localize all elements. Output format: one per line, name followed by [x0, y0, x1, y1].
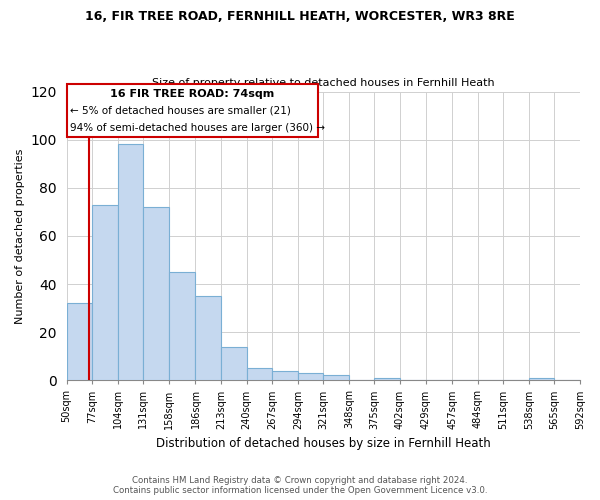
Bar — [92, 204, 118, 380]
Bar — [298, 373, 323, 380]
Bar — [143, 207, 169, 380]
Text: Contains HM Land Registry data © Crown copyright and database right 2024.
Contai: Contains HM Land Registry data © Crown c… — [113, 476, 487, 495]
X-axis label: Distribution of detached houses by size in Fernhill Heath: Distribution of detached houses by size … — [156, 437, 491, 450]
Bar — [196, 296, 221, 380]
Text: 16, FIR TREE ROAD, FERNHILL HEATH, WORCESTER, WR3 8RE: 16, FIR TREE ROAD, FERNHILL HEATH, WORCE… — [85, 10, 515, 23]
Bar — [247, 368, 272, 380]
Bar — [374, 378, 400, 380]
Text: 94% of semi-detached houses are larger (360) →: 94% of semi-detached houses are larger (… — [70, 123, 325, 133]
Text: 16 FIR TREE ROAD: 74sqm: 16 FIR TREE ROAD: 74sqm — [110, 89, 274, 99]
Text: ← 5% of detached houses are smaller (21): ← 5% of detached houses are smaller (21) — [70, 106, 292, 116]
Bar — [118, 144, 143, 380]
Bar — [272, 370, 298, 380]
Bar — [323, 376, 349, 380]
Bar — [221, 346, 247, 380]
Title: Size of property relative to detached houses in Fernhill Heath: Size of property relative to detached ho… — [152, 78, 494, 88]
Y-axis label: Number of detached properties: Number of detached properties — [15, 148, 25, 324]
Bar — [67, 304, 92, 380]
FancyBboxPatch shape — [67, 84, 317, 138]
Bar — [529, 378, 554, 380]
Bar — [169, 272, 196, 380]
